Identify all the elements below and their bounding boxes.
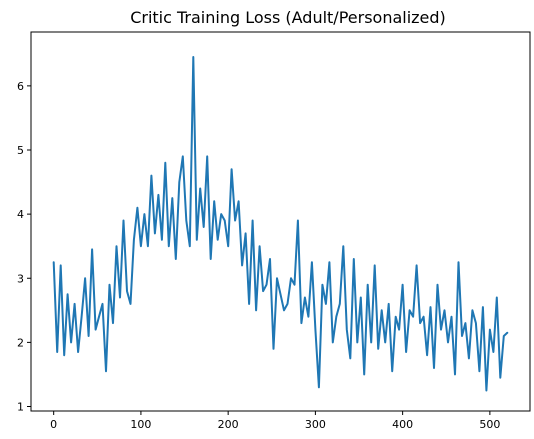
x-axis: 0 100 200 300 400 500 [50,411,500,431]
chart-title: Critic Training Loss (Adult/Personalized… [130,8,446,27]
x-tick-label: 400 [392,418,413,431]
y-axis: 1 2 3 4 5 6 [17,80,31,414]
y-tick-label: 3 [17,272,24,285]
x-tick-label: 0 [50,418,57,431]
y-tick-label: 4 [17,208,24,221]
y-tick-label: 5 [17,144,24,157]
y-tick-label: 2 [17,336,24,349]
x-tick-label: 300 [305,418,326,431]
x-tick-label: 200 [218,418,239,431]
series-line [52,56,509,392]
x-tick-label: 500 [479,418,500,431]
y-tick-label: 6 [17,80,24,93]
y-tick-label: 1 [17,401,24,414]
plot-area-frame [30,31,531,412]
x-tick-label: 100 [130,418,151,431]
